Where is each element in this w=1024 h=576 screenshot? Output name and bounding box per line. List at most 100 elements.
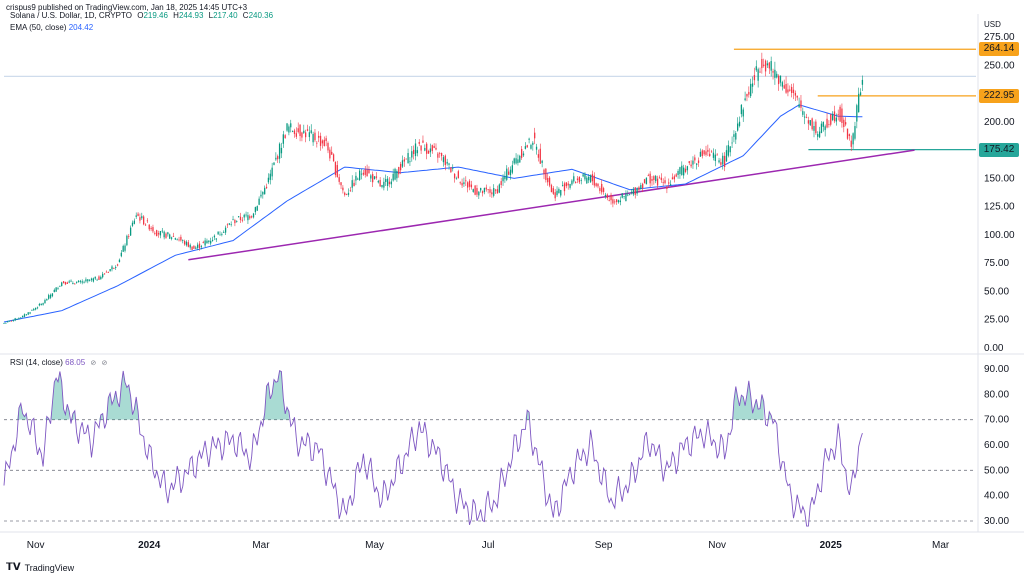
candle-body [748, 91, 750, 95]
candle-body [386, 178, 389, 186]
candle-body [811, 118, 813, 130]
candle-body [571, 180, 573, 185]
candle-body [211, 239, 214, 241]
candle-body [683, 167, 685, 176]
candle-body [820, 123, 823, 133]
candle-body [586, 177, 588, 184]
candle-body [144, 224, 147, 226]
candle-body [409, 161, 411, 163]
candle-body [318, 135, 320, 138]
candle-body [757, 69, 759, 81]
candle-body [217, 231, 219, 235]
candle-body [502, 177, 504, 182]
candle-body [638, 187, 640, 191]
footer-brand: 𝗧𝗩 TradingView [6, 562, 74, 573]
candle-body [861, 79, 864, 85]
candle-body [221, 234, 223, 235]
candle-body [845, 122, 847, 125]
candle-body [837, 114, 839, 116]
candle-body [459, 182, 461, 184]
candle-body [662, 181, 664, 183]
candle-body [515, 158, 517, 164]
candle-body [280, 147, 283, 154]
candle-body [528, 138, 530, 140]
candle-body [768, 62, 770, 69]
candle-body [325, 138, 327, 142]
candle-body [824, 126, 826, 131]
candle-body [835, 117, 837, 122]
candle-body [183, 240, 186, 245]
candle-body [405, 158, 407, 160]
candle-body [681, 165, 683, 175]
candle-body [224, 227, 227, 233]
eye-icon[interactable]: ⊘ [90, 360, 97, 367]
time-axis-tick: May [365, 540, 384, 551]
candle-body [206, 240, 208, 244]
candle-body [729, 146, 731, 153]
candle-body [396, 171, 398, 179]
candle-body [753, 75, 756, 81]
candle-body [796, 95, 798, 98]
candle-body [237, 216, 240, 217]
candle-body [647, 175, 649, 177]
candle-body [537, 154, 540, 158]
candle-body [195, 247, 197, 249]
candle-body [267, 177, 270, 183]
candle-body [275, 157, 277, 160]
candle-body [627, 194, 629, 196]
candle-body [805, 117, 808, 118]
rsi-line [3, 370, 863, 527]
candle-body [545, 168, 547, 180]
candle-body [684, 168, 687, 172]
candle-body [601, 183, 603, 193]
candle-body [228, 223, 230, 225]
candle-body [388, 181, 391, 185]
candle-body [493, 188, 495, 196]
candle-body [18, 318, 20, 319]
candle-body [245, 214, 247, 216]
candle-body [260, 194, 262, 197]
candle-body [85, 279, 87, 282]
candle-body [519, 155, 521, 163]
candle-body [856, 105, 858, 122]
candle-body [859, 92, 862, 96]
candle-body [75, 282, 78, 283]
candle-body [383, 181, 385, 188]
candle-body [433, 145, 435, 149]
candle-body [42, 303, 44, 305]
candle-body [329, 149, 331, 159]
candle-body [848, 134, 851, 136]
candle-body [332, 154, 335, 162]
candle-body [656, 178, 659, 186]
candle-body [854, 126, 856, 139]
candle-body [774, 69, 776, 78]
candle-body [534, 132, 536, 139]
candle-body [649, 173, 651, 184]
candle-body [696, 163, 698, 165]
candle-body [455, 178, 458, 180]
candle-body [671, 177, 674, 180]
candle-body [21, 315, 24, 318]
candle-body [390, 181, 392, 185]
candle-body [277, 156, 279, 160]
candle-body [450, 167, 452, 173]
candle-body [582, 174, 584, 177]
candle-body [634, 187, 636, 195]
candle-body [392, 173, 394, 181]
publisher-info: crispus9 published on TradingView.com, J… [6, 3, 248, 12]
candle-body [636, 188, 638, 194]
candle-body [751, 83, 754, 87]
candle-body [509, 169, 512, 176]
candle-body [366, 169, 368, 177]
candle-body [643, 179, 646, 184]
candle-body [822, 121, 824, 127]
candle-body [535, 146, 538, 150]
candle-body [120, 252, 122, 257]
open-key: O [137, 11, 144, 20]
candle-body [548, 177, 551, 186]
candle-body [804, 116, 806, 118]
ema-value: 204.42 [68, 23, 94, 32]
settings-icon[interactable]: ⊘ [101, 360, 108, 367]
candle-body [126, 235, 128, 246]
